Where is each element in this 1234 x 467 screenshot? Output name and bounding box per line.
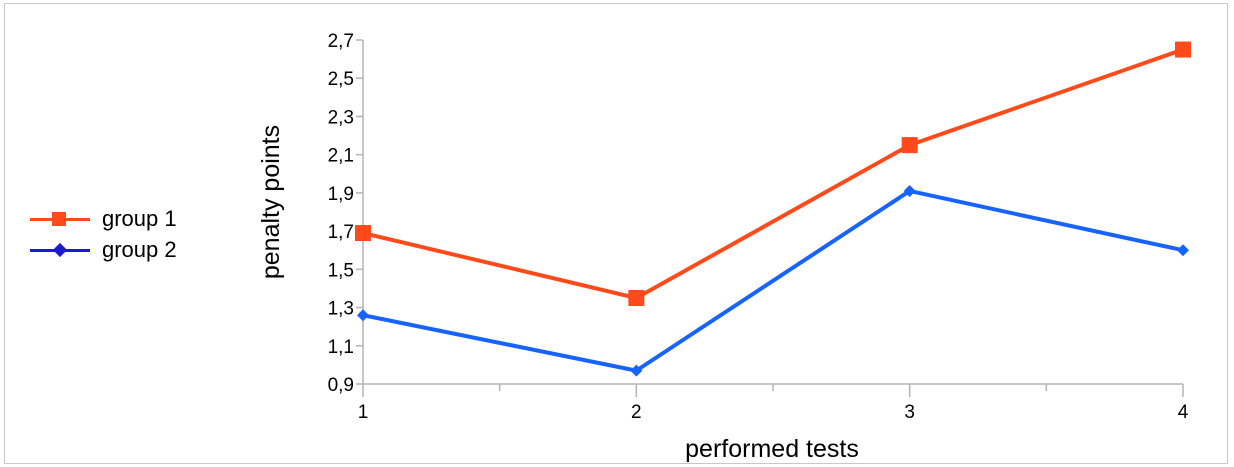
- legend: group 1 group 2: [30, 203, 177, 265]
- data-point-group-2: [903, 184, 916, 197]
- legend-marker-square: [52, 211, 66, 226]
- x-axis-label: performed tests: [685, 435, 859, 463]
- data-point-group-1: [901, 137, 918, 154]
- legend-swatch-group-2: [30, 240, 90, 260]
- x-tick-label: 2: [631, 402, 642, 423]
- x-tick-label: 1: [358, 402, 369, 423]
- data-point-group-1: [1175, 41, 1191, 58]
- y-tick-label: 2,5: [328, 69, 354, 90]
- y-tick-label: 1,7: [328, 222, 354, 243]
- x-tick-label: 3: [904, 402, 915, 423]
- legend-item-group-2: group 2: [30, 234, 177, 265]
- data-point-group-2: [630, 364, 643, 377]
- data-point-group-1: [628, 290, 645, 306]
- series-line-group-1: [362, 47, 1184, 300]
- legend-swatch-group-1: [30, 209, 90, 229]
- y-tick-label: 1,5: [328, 260, 354, 281]
- y-tick-label: 0,9: [328, 375, 354, 396]
- data-point-group-2: [357, 309, 369, 322]
- y-tick-label: 2,7: [328, 31, 354, 52]
- legend-label-group-1: group 1: [102, 205, 177, 231]
- x-tick-label: 4: [1178, 402, 1189, 423]
- data-point-group-2: [1177, 244, 1189, 257]
- y-tick-label: 2,3: [328, 107, 354, 128]
- y-axis-label: penalty points: [257, 125, 285, 279]
- data-point-group-1: [355, 225, 371, 242]
- series-line-group-2: [362, 188, 1184, 373]
- y-tick-label: 1,3: [328, 299, 354, 320]
- legend-label-group-2: group 2: [102, 236, 177, 262]
- chart-frame: [4, 3, 1228, 464]
- axes: 0,9 1,1 1,3 1,5 1,7 1,9 2,1 2,3 2,5 2,7 1 2 3 4: [328, 31, 1189, 423]
- y-tick-label: 1,1: [328, 337, 354, 358]
- y-tick-label: 2,1: [328, 146, 354, 167]
- legend-item-group-1: group 1: [30, 203, 177, 234]
- plot-area: [355, 41, 1191, 377]
- y-tick-label: 1,9: [328, 184, 354, 205]
